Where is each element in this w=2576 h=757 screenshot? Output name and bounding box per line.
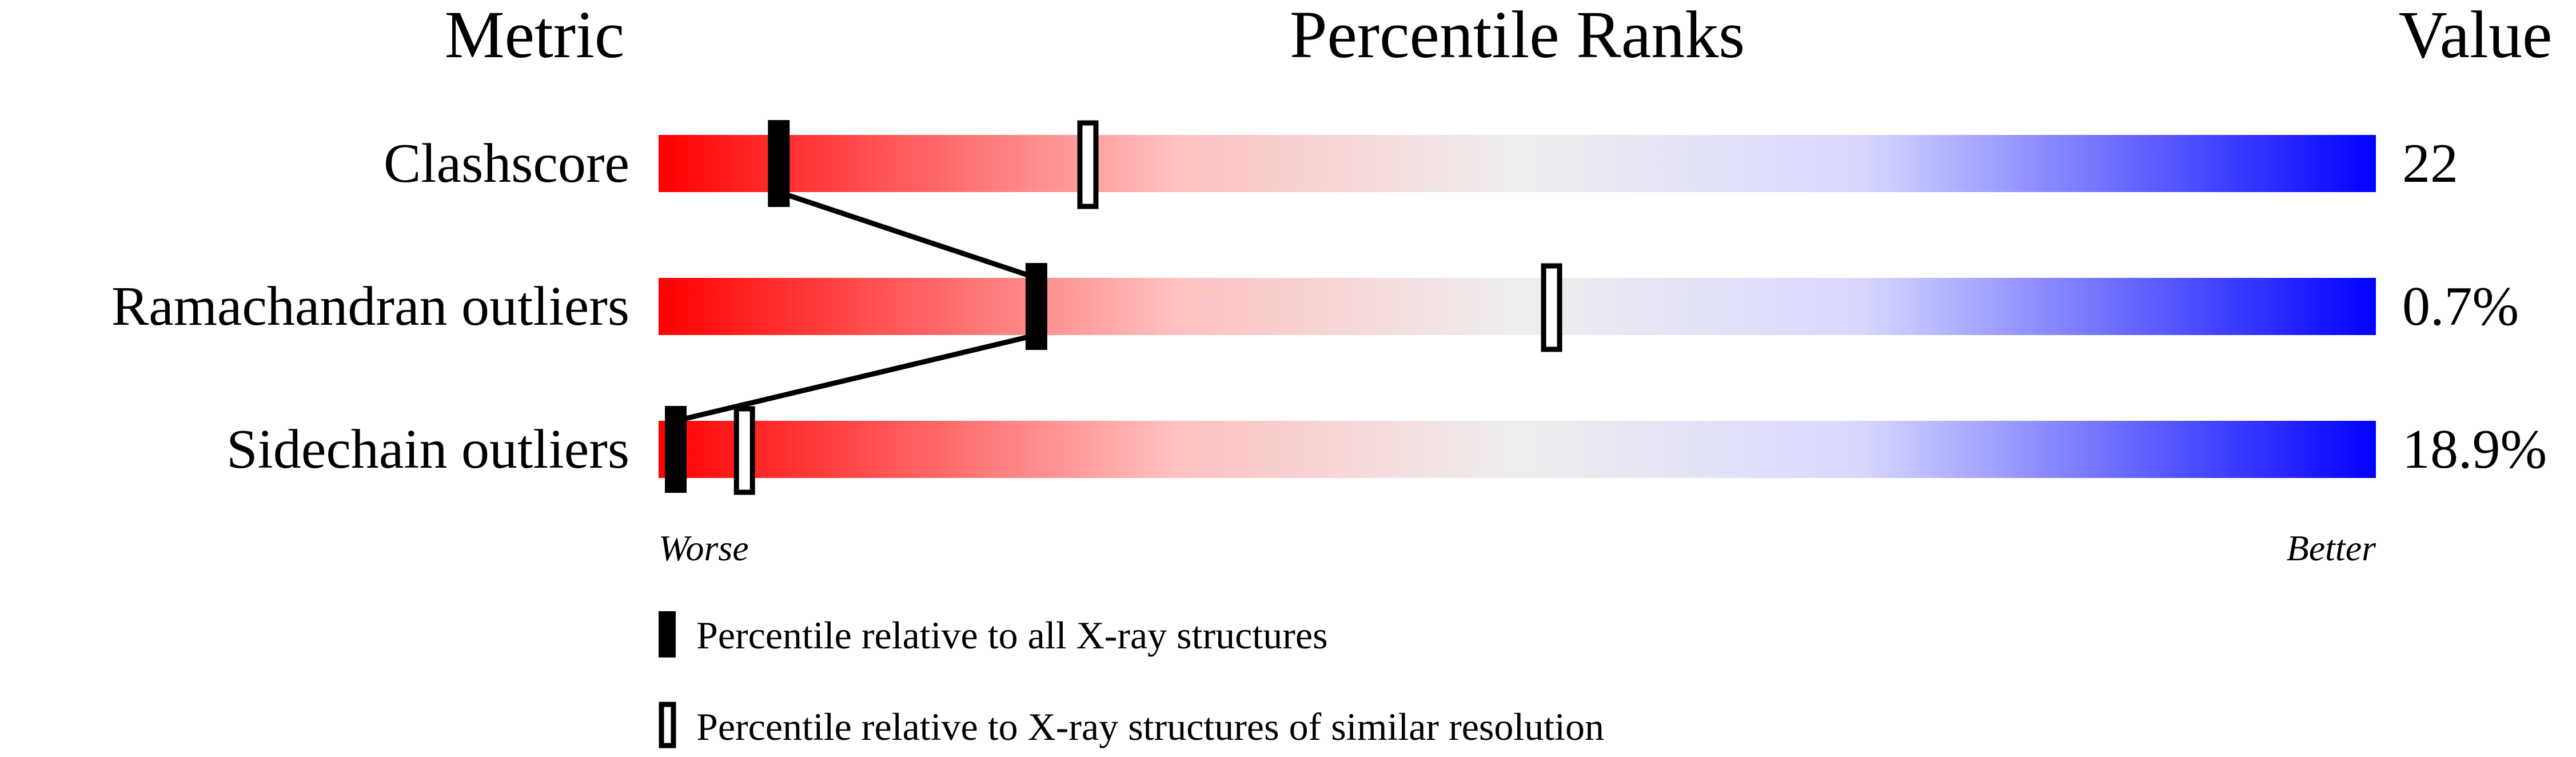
worse-label: Worse bbox=[659, 528, 749, 568]
all-structures-marker bbox=[1025, 263, 1047, 350]
similar-resolution-marker bbox=[1077, 120, 1099, 209]
header-percentile: Percentile Ranks bbox=[1290, 0, 1745, 72]
all-structures-marker bbox=[768, 120, 790, 207]
percentile-bar bbox=[659, 135, 2376, 192]
all-structures-marker bbox=[665, 406, 687, 493]
connector-line bbox=[777, 189, 1038, 281]
metric-value: 22 bbox=[2402, 133, 2458, 194]
percentile-bar bbox=[659, 421, 2376, 478]
legend-filled-marker bbox=[659, 611, 676, 658]
similar-resolution-marker bbox=[733, 406, 755, 495]
legend-open-marker bbox=[659, 702, 676, 748]
header-value: Value bbox=[2399, 0, 2553, 72]
connector-line bbox=[675, 332, 1037, 424]
metric-label: Sidechain outliers bbox=[226, 419, 629, 480]
header-metric: Metric bbox=[445, 0, 625, 72]
metric-label: Clashscore bbox=[384, 133, 629, 194]
legend-filled-label: Percentile relative to all X-ray structu… bbox=[696, 613, 1328, 657]
similar-resolution-marker bbox=[1541, 263, 1562, 352]
legend-open-label: Percentile relative to X-ray structures … bbox=[696, 705, 1604, 748]
metric-label: Ramachandran outliers bbox=[111, 276, 629, 337]
metric-value: 0.7% bbox=[2402, 276, 2519, 337]
percentile-bar bbox=[659, 278, 2376, 335]
better-label: Better bbox=[2287, 528, 2376, 568]
metric-value: 18.9% bbox=[2402, 419, 2547, 480]
